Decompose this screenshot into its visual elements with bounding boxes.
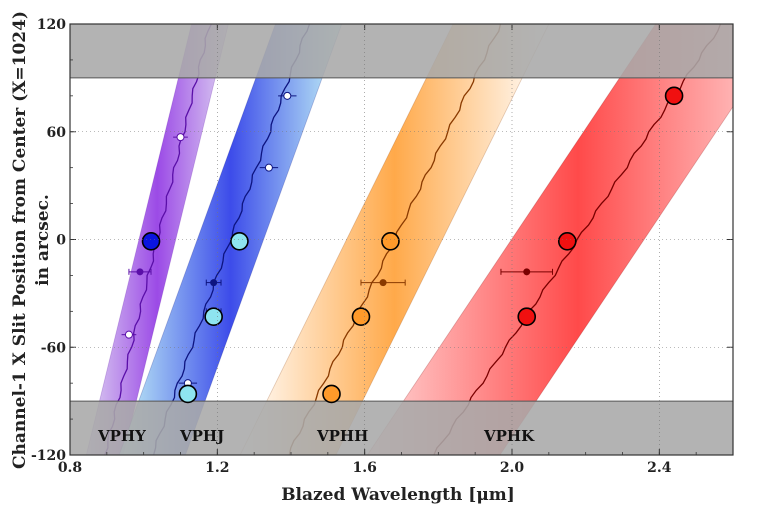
x-tick-label-4: 2.4	[647, 460, 672, 476]
point-vphk-blazed-2	[664, 86, 684, 106]
band-label-vphj: VPHJ	[179, 427, 224, 445]
y-tick-label-0: -120	[31, 448, 66, 464]
x-tick-label-2: 1.6	[352, 460, 376, 476]
y-tick-label-3: 60	[47, 125, 67, 141]
y-axis-title-line2: in arcsec.	[33, 194, 53, 286]
points-layer	[121, 86, 684, 404]
y-tick-label-1: -60	[41, 340, 67, 356]
x-tick-label-3: 2.0	[500, 460, 525, 476]
point-vphy-open-1	[176, 133, 185, 142]
point-vphj-blazed-2	[230, 231, 249, 251]
point-vphj-open-1	[264, 163, 273, 172]
point-vphk-blazed-1	[557, 231, 577, 251]
point-vphj-blazed-1	[204, 307, 223, 327]
axes-layer: 0.8 1.2 1.6 2.0 2.4 -120 -60 0 60 120	[31, 17, 734, 476]
point-vphy-open-0	[124, 330, 133, 339]
point-vphh-blazed-1	[351, 307, 371, 327]
point-vphj-blazed-0	[178, 384, 198, 404]
band-label-vphk: VPHK	[483, 427, 535, 445]
band-label-vphy: VPHY	[97, 427, 146, 445]
point-vphj-filled-0	[210, 279, 218, 287]
excluded-region-1	[69, 23, 734, 79]
point-vphh-blazed-2	[381, 231, 400, 251]
point-vphj-open-2	[283, 91, 292, 100]
x-tick-label-1: 1.2	[205, 460, 229, 476]
band-label-vphh: VPHH	[316, 427, 368, 445]
x-tick-label-0: 0.8	[58, 460, 82, 476]
point-vphy-blazed-0	[141, 231, 161, 251]
y-tick-label-4: 120	[37, 17, 66, 33]
y-axis-title-line1: Channel-1 X Slit Position from Center (X…	[10, 11, 30, 469]
point-vphh-filled-0	[379, 279, 387, 287]
y-tick-label-2: 0	[56, 233, 66, 249]
x-axis-title: Blazed Wavelength [μm]	[281, 485, 515, 505]
point-vphk-blazed-0	[517, 307, 537, 327]
point-vphk-filled-0	[523, 268, 531, 276]
point-vphy-filled-0	[136, 268, 144, 276]
point-vphh-blazed-0	[322, 384, 341, 404]
excluded-region-2	[69, 400, 734, 456]
